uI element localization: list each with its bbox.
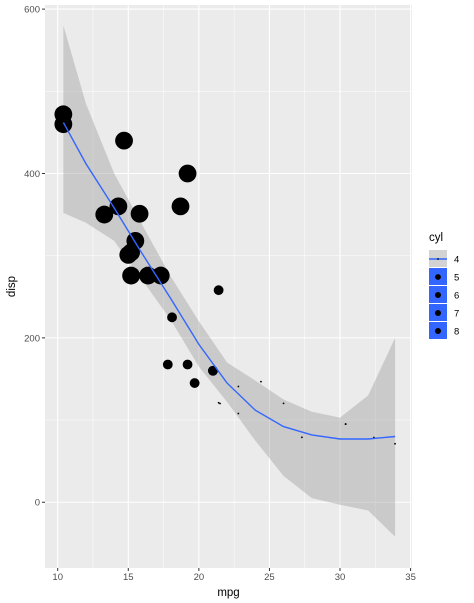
legend-title: cyl bbox=[429, 232, 443, 244]
legend-label: 4 bbox=[454, 255, 459, 266]
legend-point bbox=[435, 292, 441, 298]
y-tick-label: 600 bbox=[24, 5, 40, 16]
x-axis-title: mpg bbox=[217, 587, 239, 599]
legend-label: 6 bbox=[454, 291, 459, 302]
plot-panel bbox=[45, 5, 412, 568]
data-point bbox=[394, 442, 396, 445]
smooth-line bbox=[62, 122, 396, 440]
data-point bbox=[182, 359, 193, 370]
legend-entry: 5 bbox=[429, 268, 459, 285]
data-point bbox=[54, 115, 73, 134]
data-point bbox=[217, 401, 220, 404]
data-point bbox=[301, 436, 303, 439]
data-point bbox=[237, 385, 240, 388]
legend-entry: 6 bbox=[429, 286, 459, 303]
data-point bbox=[95, 205, 114, 224]
legend: cyl 4 5 6 7 8 bbox=[429, 232, 459, 339]
y-tick-label: 200 bbox=[24, 333, 40, 344]
data-point bbox=[162, 359, 173, 370]
data-point bbox=[282, 402, 285, 405]
data-point bbox=[119, 245, 138, 264]
y-tick-label: 400 bbox=[24, 169, 40, 180]
legend-point bbox=[435, 274, 441, 280]
legend-point bbox=[435, 328, 441, 334]
data-point bbox=[130, 204, 149, 223]
legend-point bbox=[437, 258, 439, 260]
legend-point bbox=[435, 310, 441, 316]
legend-entry: 7 bbox=[429, 304, 459, 321]
data-point bbox=[178, 164, 197, 183]
y-tick-label: 0 bbox=[35, 498, 40, 509]
data-point bbox=[115, 131, 133, 150]
x-tick-label: 15 bbox=[123, 572, 134, 583]
data-point bbox=[151, 266, 170, 285]
legend-label: 5 bbox=[454, 273, 459, 284]
data-point bbox=[189, 378, 200, 388]
x-tick-label: 25 bbox=[264, 572, 275, 583]
x-tick-label: 30 bbox=[335, 572, 346, 583]
data-point bbox=[167, 312, 177, 323]
data-point bbox=[260, 380, 262, 383]
data-point bbox=[109, 197, 128, 216]
data-point bbox=[213, 285, 224, 296]
y-axis-title: disp bbox=[6, 276, 18, 297]
data-point bbox=[219, 402, 221, 405]
legend-label: 7 bbox=[454, 309, 459, 320]
legend-entry: 4 bbox=[429, 250, 459, 267]
data-point bbox=[122, 266, 141, 285]
legend-entry: 8 bbox=[429, 322, 459, 339]
confidence-ribbon bbox=[63, 25, 396, 537]
legend-label: 8 bbox=[454, 327, 459, 338]
x-tick-label: 35 bbox=[405, 572, 416, 583]
data-point bbox=[171, 197, 190, 216]
data-point bbox=[344, 423, 347, 425]
x-tick-label: 10 bbox=[52, 572, 63, 583]
x-tick-label: 20 bbox=[194, 572, 205, 583]
data-point bbox=[208, 365, 218, 376]
data-point bbox=[237, 412, 240, 415]
